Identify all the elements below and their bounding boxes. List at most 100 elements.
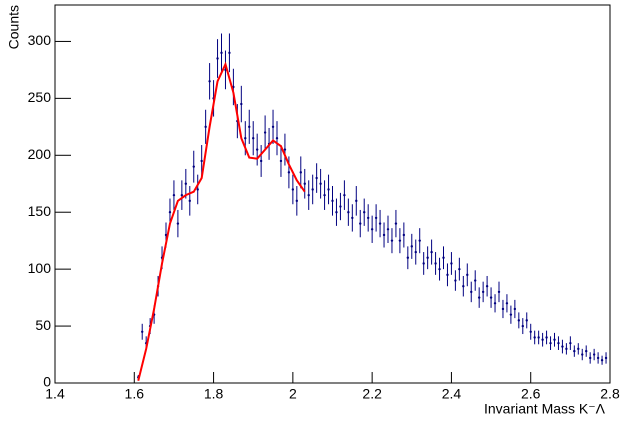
data-point [366, 216, 370, 220]
data-point [553, 338, 556, 341]
data-point [196, 188, 199, 191]
data-point [561, 345, 564, 348]
y-tick-label: 0 [43, 374, 51, 390]
x-tick-label: 2.8 [600, 386, 620, 402]
data-point [604, 356, 608, 360]
data-point [359, 222, 362, 225]
data-point [200, 159, 203, 163]
data-point [577, 347, 580, 351]
data-point [323, 193, 326, 197]
y-tick-label: 150 [28, 203, 52, 219]
y-tick-label: 100 [28, 260, 52, 276]
data-point [271, 125, 275, 129]
data-point [192, 165, 195, 168]
data-point [438, 267, 441, 271]
data-point [291, 188, 295, 191]
x-axis-label: Invariant Mass K⁻Λ [484, 401, 606, 417]
data-point [386, 228, 390, 231]
data-point [168, 211, 172, 214]
data-point [244, 137, 247, 140]
data-point [347, 211, 350, 214]
data-point [335, 211, 338, 214]
data-point [275, 137, 279, 140]
data-point [592, 353, 596, 356]
x-tick-label: 1.6 [125, 386, 145, 402]
data-point [263, 131, 267, 134]
data-point [382, 233, 386, 237]
data-point [581, 353, 584, 356]
data-point [596, 356, 600, 360]
data-point [204, 125, 207, 129]
data-point [541, 338, 544, 341]
data-point [216, 57, 219, 60]
data-point [481, 290, 485, 294]
data-point [545, 336, 548, 339]
data-point [299, 171, 302, 174]
data-point [489, 296, 493, 299]
data-point [188, 199, 191, 203]
frame [54, 4, 611, 384]
data-point [426, 256, 429, 259]
data-point [458, 267, 461, 271]
data-point [248, 125, 251, 129]
data-point [287, 171, 291, 174]
data-point [414, 250, 417, 254]
data-point [422, 262, 425, 265]
data-point [410, 245, 413, 248]
data-point [573, 349, 576, 353]
y-tick-label: 300 [28, 32, 52, 48]
data-point [569, 341, 572, 345]
data-point [446, 273, 449, 277]
data-point [406, 256, 410, 259]
data-point [172, 193, 176, 197]
data-point [208, 80, 211, 83]
data-point [525, 319, 528, 322]
data-point [283, 148, 287, 151]
x-tick-label: 2.2 [362, 386, 382, 402]
x-tick-label: 1.8 [204, 386, 224, 402]
data-point [402, 233, 406, 237]
data-point [307, 193, 310, 197]
data-point [533, 336, 536, 339]
data-point [529, 330, 532, 333]
data-point [180, 193, 184, 197]
data-point [418, 239, 421, 242]
y-axis-label: Counts [6, 5, 22, 49]
data-point [240, 102, 243, 106]
data-point [394, 222, 398, 225]
data-point [311, 188, 314, 191]
data-point [474, 279, 477, 282]
data-point [521, 324, 524, 328]
data-point [513, 307, 517, 311]
data-point [315, 176, 318, 180]
data-point [600, 359, 604, 362]
data-point [355, 199, 358, 203]
data-point [485, 285, 489, 288]
data-point [509, 313, 513, 316]
data-point [585, 349, 588, 353]
data-point [557, 341, 560, 345]
data-point [327, 188, 330, 191]
data-point [549, 341, 552, 345]
data-point [430, 250, 433, 254]
data-point [176, 222, 180, 225]
data-point [220, 51, 223, 55]
data-point [319, 182, 322, 185]
y-tick-label: 50 [35, 317, 51, 333]
data-point [378, 222, 382, 225]
data-point [517, 319, 521, 322]
fit-curve [137, 61, 306, 381]
x-tick-label: 2 [289, 386, 297, 402]
data-point [537, 336, 540, 339]
data-point [339, 205, 342, 208]
data-point [343, 193, 346, 197]
data-point [363, 211, 366, 214]
data-point [497, 290, 501, 294]
data-point [303, 182, 306, 185]
data-point [184, 182, 188, 185]
data-point [370, 228, 374, 231]
data-point [398, 239, 402, 242]
data-point [255, 148, 259, 151]
